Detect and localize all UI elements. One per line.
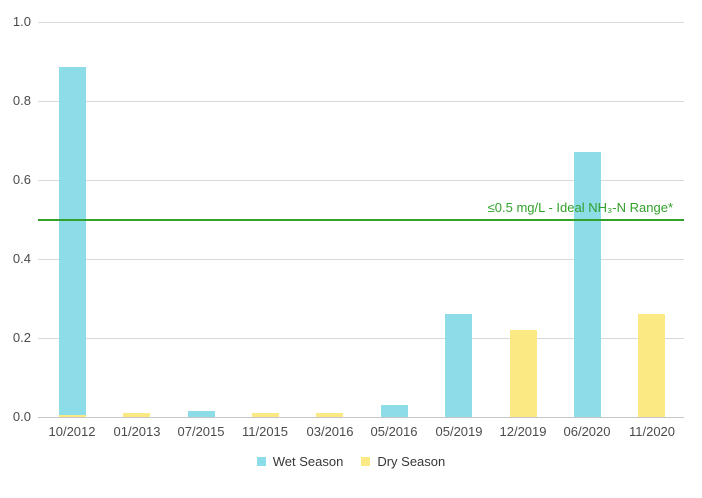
legend-label-wet-season: Wet Season	[272, 454, 344, 469]
y-gridline	[38, 259, 684, 260]
y-axis-tick-label: 0.8	[12, 93, 31, 108]
legend-swatch-dry-season-icon	[361, 457, 371, 466]
x-axis-tick-label: 03/2016	[306, 424, 354, 439]
y-gridline	[38, 180, 684, 181]
legend-label-dry-season: Dry Season	[377, 454, 446, 469]
y-gridline	[38, 101, 684, 102]
x-axis-tick-label: 07/2015	[177, 424, 225, 439]
bar-wet-season[interactable]	[59, 67, 86, 417]
legend: Wet Season Dry Season	[0, 454, 702, 469]
x-axis-tick-label: 11/2020	[628, 424, 676, 439]
y-gridline	[38, 338, 684, 339]
bar-dry-season[interactable]	[510, 330, 537, 417]
reference-line-label: ≤0.5 mg/L - Ideal NH₃-N Range*	[487, 200, 673, 215]
x-axis-tick-label: 06/2020	[563, 424, 611, 439]
bar-dry-season[interactable]	[59, 415, 86, 417]
bar-wet-season[interactable]	[188, 411, 215, 417]
bar-dry-season[interactable]	[316, 413, 343, 417]
x-axis-tick-label: 12/2019	[499, 424, 547, 439]
bar-dry-season[interactable]	[638, 314, 665, 417]
x-axis-tick-label: 10/2012	[48, 424, 96, 439]
y-axis-tick-label: 1.0	[12, 14, 31, 29]
legend-item-wet-season[interactable]: Wet Season	[256, 454, 344, 469]
x-axis-tick-label: 01/2013	[113, 424, 161, 439]
bar-dry-season[interactable]	[123, 413, 150, 417]
bar-wet-season[interactable]	[381, 405, 408, 417]
y-gridline	[38, 22, 684, 23]
y-gridline	[38, 417, 684, 418]
bar-dry-season[interactable]	[252, 413, 279, 417]
x-axis-tick-label: 05/2019	[435, 424, 483, 439]
bar-wet-season[interactable]	[445, 314, 472, 417]
x-axis-tick-label: 05/2016	[370, 424, 418, 439]
legend-item-dry-season[interactable]: Dry Season	[361, 454, 445, 469]
y-axis-tick-label: 0.4	[12, 251, 31, 266]
y-axis-tick-label: 0.6	[12, 172, 31, 187]
legend-swatch-wet-season-icon	[256, 457, 266, 466]
y-axis-tick-label: 0.2	[12, 330, 31, 345]
bar-wet-season[interactable]	[574, 152, 601, 417]
y-axis-tick-label: 0.0	[12, 409, 31, 424]
reference-line	[38, 219, 684, 221]
x-axis-tick-label: 11/2015	[241, 424, 289, 439]
